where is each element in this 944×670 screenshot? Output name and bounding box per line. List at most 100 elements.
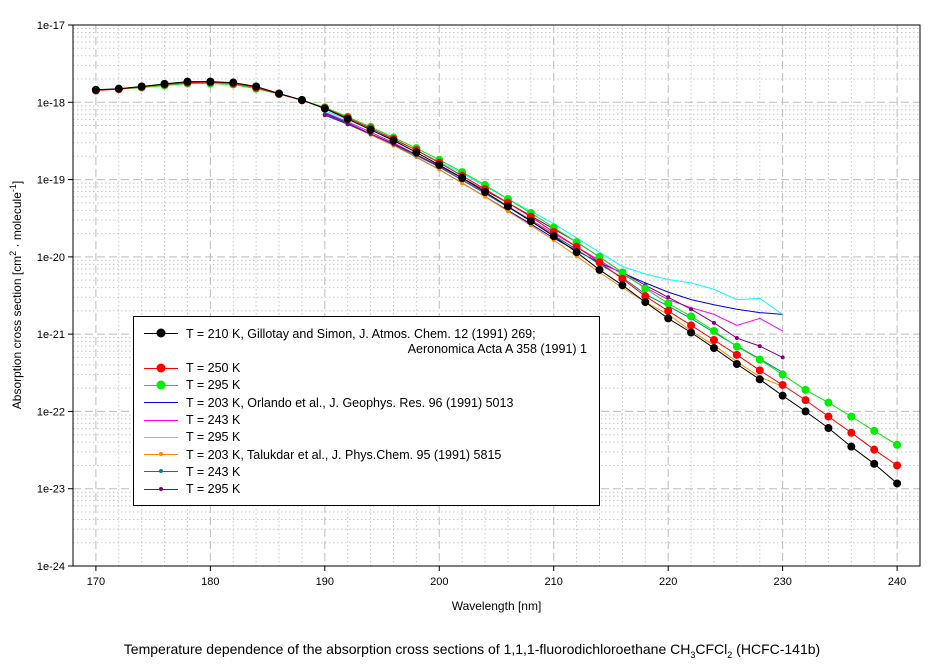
- data-point-8: [711, 320, 716, 325]
- data-point-0: [549, 232, 558, 241]
- y-tick-label: 1e-23: [37, 484, 65, 496]
- data-point-2: [778, 370, 787, 379]
- data-point-1: [847, 428, 856, 437]
- x-tick-label: 240: [888, 576, 906, 588]
- legend-swatch: [144, 481, 178, 498]
- legend-entry: T = 210 K, Gillotay and Simon, J. Atmos.…: [144, 325, 536, 342]
- legend-label: T = 203 K, Orlando et al., J. Geophys. R…: [186, 395, 514, 410]
- legend-swatch: [144, 446, 178, 463]
- x-tick-label: 180: [201, 576, 219, 588]
- data-point-1: [870, 445, 879, 454]
- data-point-2: [664, 299, 673, 308]
- legend-swatch: [144, 360, 178, 377]
- data-point-8: [322, 113, 327, 118]
- y-tick-label: 1e-18: [37, 97, 65, 109]
- data-point-0: [870, 459, 879, 468]
- y-axis-label-sup: 2: [8, 250, 18, 256]
- data-point-1: [801, 396, 810, 405]
- legend-entry: T = 250 K: [144, 360, 240, 377]
- x-tick-label: 230: [773, 576, 791, 588]
- legend-label: T = 203 K, Talukdar et al., J. Phys.Chem…: [186, 447, 502, 462]
- legend-label: T = 295 K: [186, 482, 241, 497]
- legend-label: T = 295 K: [186, 378, 241, 393]
- data-point-0: [137, 82, 146, 91]
- x-tick-label: 170: [87, 576, 105, 588]
- data-point-0: [503, 202, 512, 211]
- y-axis-label-sup: -1: [8, 184, 18, 193]
- data-point-2: [755, 355, 764, 364]
- data-point-1: [824, 412, 833, 421]
- data-point-0: [732, 360, 741, 369]
- title-suffix: (HCFC-141b): [732, 641, 821, 657]
- data-point-1: [641, 292, 650, 301]
- data-point-2: [618, 268, 627, 277]
- data-point-8: [780, 355, 785, 360]
- legend-entry: T = 243 K: [144, 412, 240, 429]
- formula-sub: 3: [690, 649, 696, 660]
- data-point-0: [847, 442, 856, 451]
- legend-label: T = 295 K: [186, 430, 241, 445]
- legend-swatch: [144, 429, 178, 446]
- data-point-0: [320, 104, 329, 113]
- data-point-0: [297, 96, 306, 105]
- data-point-2: [732, 342, 741, 351]
- data-point-0: [618, 281, 627, 290]
- formula: CH3CFCl2: [670, 641, 732, 660]
- chart-legend: T = 210 K, Gillotay and Simon, J. Atmos.…: [133, 316, 600, 506]
- y-tick-label: 1e-22: [37, 406, 65, 418]
- data-point-0: [687, 328, 696, 337]
- x-tick-label: 220: [659, 576, 677, 588]
- y-tick-label: 1e-21: [37, 329, 65, 341]
- legend-label: T = 243 K: [186, 464, 241, 479]
- data-point-0: [755, 375, 764, 384]
- y-tick-label: 1e-20: [37, 252, 65, 264]
- legend-swatch: [144, 377, 178, 394]
- data-point-2: [870, 426, 879, 435]
- legend-entry: T = 203 K, Talukdar et al., J. Phys.Chem…: [144, 446, 501, 463]
- legend-label: T = 210 K, Gillotay and Simon, J. Atmos.…: [186, 326, 536, 341]
- data-point-0: [893, 479, 902, 488]
- data-point-1: [687, 321, 696, 330]
- data-point-0: [824, 424, 833, 433]
- formula-part: CH: [670, 641, 691, 657]
- data-point-0: [435, 160, 444, 169]
- legend-label: T = 243 K: [186, 413, 241, 427]
- legend-swatch: [144, 394, 178, 411]
- x-tick-label: 200: [430, 576, 448, 588]
- title-text: Temperature dependence of the absorption…: [123, 641, 671, 657]
- data-point-2: [687, 312, 696, 321]
- data-point-0: [778, 391, 787, 400]
- legend-entry: T = 243 K: [144, 463, 240, 480]
- data-point-0: [412, 148, 421, 157]
- data-point-0: [206, 77, 215, 86]
- data-point-1: [618, 274, 627, 283]
- legend-label: T = 250 K: [186, 361, 241, 376]
- data-point-0: [458, 173, 467, 182]
- data-point-0: [801, 407, 810, 416]
- y-axis-label-text: ]: [10, 180, 24, 185]
- data-point-8: [666, 295, 671, 300]
- x-tick-label: 210: [545, 576, 563, 588]
- chart-title: Temperature dependence of the absorption…: [0, 641, 944, 660]
- data-point-0: [572, 248, 581, 257]
- data-point-1: [893, 461, 902, 470]
- data-point-2: [641, 284, 650, 293]
- data-point-8: [757, 344, 762, 349]
- data-point-1: [709, 335, 718, 344]
- data-point-0: [481, 188, 490, 197]
- data-point-6: [460, 181, 465, 186]
- data-point-0: [275, 89, 284, 98]
- x-tick-label: 190: [316, 576, 334, 588]
- legend-entry: T = 295 K: [144, 377, 240, 394]
- data-point-8: [734, 336, 739, 341]
- formula-part: CFCl: [695, 641, 728, 657]
- y-axis-label-text: · molecule: [10, 192, 24, 251]
- data-point-0: [664, 314, 673, 323]
- data-point-0: [229, 78, 238, 87]
- data-point-2: [824, 398, 833, 407]
- legend-swatch: [144, 463, 178, 480]
- data-point-0: [252, 82, 261, 91]
- legend-swatch: [144, 412, 178, 429]
- y-tick-label: 1e-17: [37, 20, 65, 32]
- legend-entry: T = 295 K: [144, 429, 240, 446]
